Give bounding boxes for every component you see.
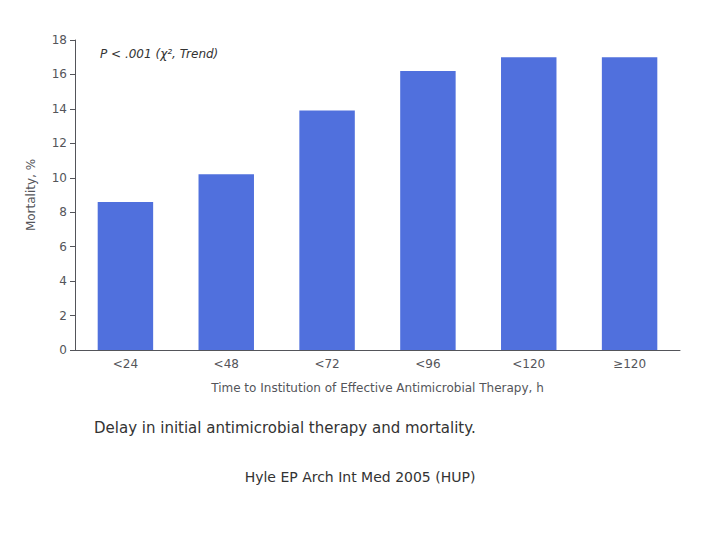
svg-text:<72: <72	[314, 357, 339, 371]
svg-text:14: 14	[52, 102, 67, 116]
svg-text:18: 18	[52, 33, 67, 47]
svg-text:Delay in initial antimicrobial: Delay in initial antimicrobial therapy a…	[94, 419, 476, 437]
svg-text:10: 10	[52, 171, 67, 185]
svg-text:2: 2	[59, 309, 67, 323]
svg-text:12: 12	[52, 136, 67, 150]
svg-text:Hyle EP Arch Int Med 2005 (HUP: Hyle EP Arch Int Med 2005 (HUP)	[245, 469, 476, 485]
svg-text:<96: <96	[415, 357, 440, 371]
svg-text:<120: <120	[512, 357, 545, 371]
svg-text:P < .001 (χ², Trend): P < .001 (χ², Trend)	[100, 47, 218, 61]
svg-text:0: 0	[59, 343, 67, 357]
svg-text:4: 4	[59, 274, 67, 288]
svg-text:8: 8	[59, 205, 67, 219]
svg-text:<24: <24	[113, 357, 138, 371]
svg-text:≥120: ≥120	[613, 357, 646, 371]
svg-text:Mortality, %: Mortality, %	[24, 159, 38, 231]
svg-text:16: 16	[52, 67, 67, 81]
svg-text:<48: <48	[214, 357, 239, 371]
svg-text:6: 6	[59, 240, 67, 254]
svg-text:Time to Institution of Effecti: Time to Institution of Effective Antimic…	[210, 381, 544, 395]
